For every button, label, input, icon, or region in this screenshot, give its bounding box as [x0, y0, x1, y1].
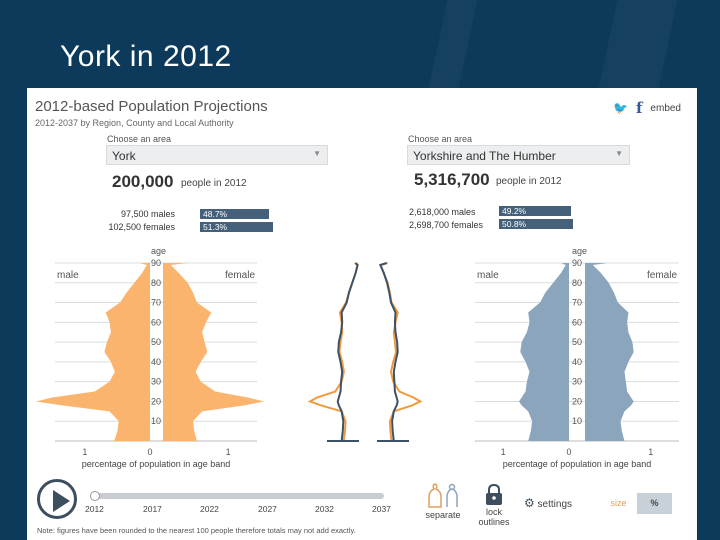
age-axis-title: age: [151, 246, 166, 256]
age-tick-label: 40: [151, 357, 161, 367]
age-axis-title: age: [572, 246, 587, 256]
female-population-bars: [163, 263, 264, 441]
x-axis-title: percentage of population in age band: [82, 459, 231, 469]
gear-icon: ⚙: [524, 496, 535, 510]
left-total-population: 200,000: [112, 172, 174, 191]
x-axis-title: percentage of population in age band: [503, 459, 652, 469]
age-tick-label: 60: [151, 317, 161, 327]
comparison-outlines: [307, 262, 423, 442]
female-label: female: [647, 270, 677, 281]
age-tick-label: 90: [151, 258, 161, 268]
right-area-selected-value: Yorkshire and The Humber: [413, 149, 556, 163]
size-toggle-button[interactable]: size: [610, 498, 627, 508]
right-female-pct-bar: 50.8%: [499, 219, 573, 229]
female-label: female: [225, 270, 255, 281]
timeline-year-label[interactable]: 2017: [143, 504, 162, 514]
age-tick-label: 30: [572, 377, 582, 387]
age-tick-label: 70: [572, 298, 582, 308]
timeline-year-label[interactable]: 2027: [258, 504, 277, 514]
percent-tick-label: 1: [226, 447, 231, 457]
year-timeline-track[interactable]: [92, 493, 384, 499]
age-tick-label: 20: [572, 396, 582, 406]
population-projections-app: 2012-based Population Projections 2012-2…: [27, 88, 697, 540]
percent-tick-label: 1: [82, 447, 87, 457]
slide-title: York in 2012: [60, 40, 232, 73]
age-tick-label: 70: [151, 298, 161, 308]
age-tick-label: 50: [572, 337, 582, 347]
male-label: male: [57, 270, 79, 281]
timeline-year-label[interactable]: 2037: [372, 504, 391, 514]
right-total-suffix: people in 2012: [496, 176, 562, 187]
play-button[interactable]: [37, 479, 77, 519]
app-title: 2012-based Population Projections: [35, 98, 268, 115]
timeline-year-label[interactable]: 2022: [200, 504, 219, 514]
age-tick-label: 80: [572, 278, 582, 288]
lock-outlines-label-2: outlines: [478, 517, 510, 527]
share-bar: 🐦 f embed: [613, 99, 681, 117]
left-females-count: 102,500 females: [108, 222, 175, 232]
percent-tick-label: 0: [147, 447, 152, 457]
left-female-pct-bar: 51.3%: [200, 222, 273, 232]
twitter-icon[interactable]: 🐦: [613, 101, 628, 115]
timeline-year-label[interactable]: 2012: [85, 504, 104, 514]
male-population-bars: [518, 263, 569, 441]
embed-link[interactable]: embed: [650, 102, 681, 114]
male-outline: [336, 262, 359, 442]
age-tick-label: 10: [572, 416, 582, 426]
right-area-select[interactable]: Yorkshire and The Humber ▼: [407, 145, 630, 165]
percent-tick-label: 1: [648, 447, 653, 457]
female-population-bars: [585, 263, 634, 441]
right-females-count: 2,698,700 females: [409, 220, 484, 230]
right-male-pct-bar: 49.2%: [499, 206, 571, 216]
age-tick-label: 90: [572, 258, 582, 268]
right-total-population: 5,316,700: [414, 170, 490, 189]
age-tick-label: 40: [572, 357, 582, 367]
timeline-year-label[interactable]: 2032: [315, 504, 334, 514]
lock-outlines-button[interactable]: lock outlines: [471, 507, 517, 527]
right-males-count: 2,618,000 males: [409, 207, 476, 217]
year-timeline-handle[interactable]: [90, 491, 100, 501]
male-population-bars: [35, 263, 150, 441]
percent-tick-label: 0: [566, 447, 571, 457]
left-area-select[interactable]: York ▼: [106, 145, 328, 165]
percent-tick-label: 1: [501, 447, 506, 457]
age-tick-label: 50: [151, 337, 161, 347]
chevron-down-icon: ▼: [313, 149, 321, 158]
app-subtitle: 2012-2037 by Region, County and Local Au…: [35, 118, 234, 128]
chevron-down-icon: ▼: [615, 149, 623, 158]
male-label: male: [477, 270, 499, 281]
settings-label: settings: [537, 499, 573, 510]
settings-button[interactable]: ⚙ settings: [524, 496, 584, 510]
left-total-suffix: people in 2012: [181, 178, 247, 189]
left-males-count: 97,500 males: [120, 209, 175, 219]
age-tick-label: 60: [572, 317, 582, 327]
play-icon: [53, 490, 70, 512]
facebook-icon[interactable]: f: [635, 99, 643, 117]
age-tick-label: 30: [151, 377, 161, 387]
age-tick-label: 80: [151, 278, 161, 288]
lock-outlines-label-1: lock: [485, 507, 502, 517]
right-choose-area-label: Choose an area: [408, 134, 473, 144]
rounding-note: Note: figures have been rounded to the n…: [37, 526, 356, 535]
female-outline: [378, 262, 423, 442]
female-outline: [379, 262, 399, 442]
left-choose-area-label: Choose an area: [107, 134, 172, 144]
separate-button[interactable]: separate: [425, 510, 461, 520]
age-tick-label: 10: [151, 416, 161, 426]
percent-toggle-button[interactable]: %: [637, 493, 672, 514]
left-area-selected-value: York: [112, 149, 136, 163]
left-male-pct-bar: 48.7%: [200, 209, 269, 219]
separate-icon[interactable]: [425, 483, 461, 509]
age-tick-label: 20: [151, 396, 161, 406]
lock-icon[interactable]: [485, 484, 503, 506]
